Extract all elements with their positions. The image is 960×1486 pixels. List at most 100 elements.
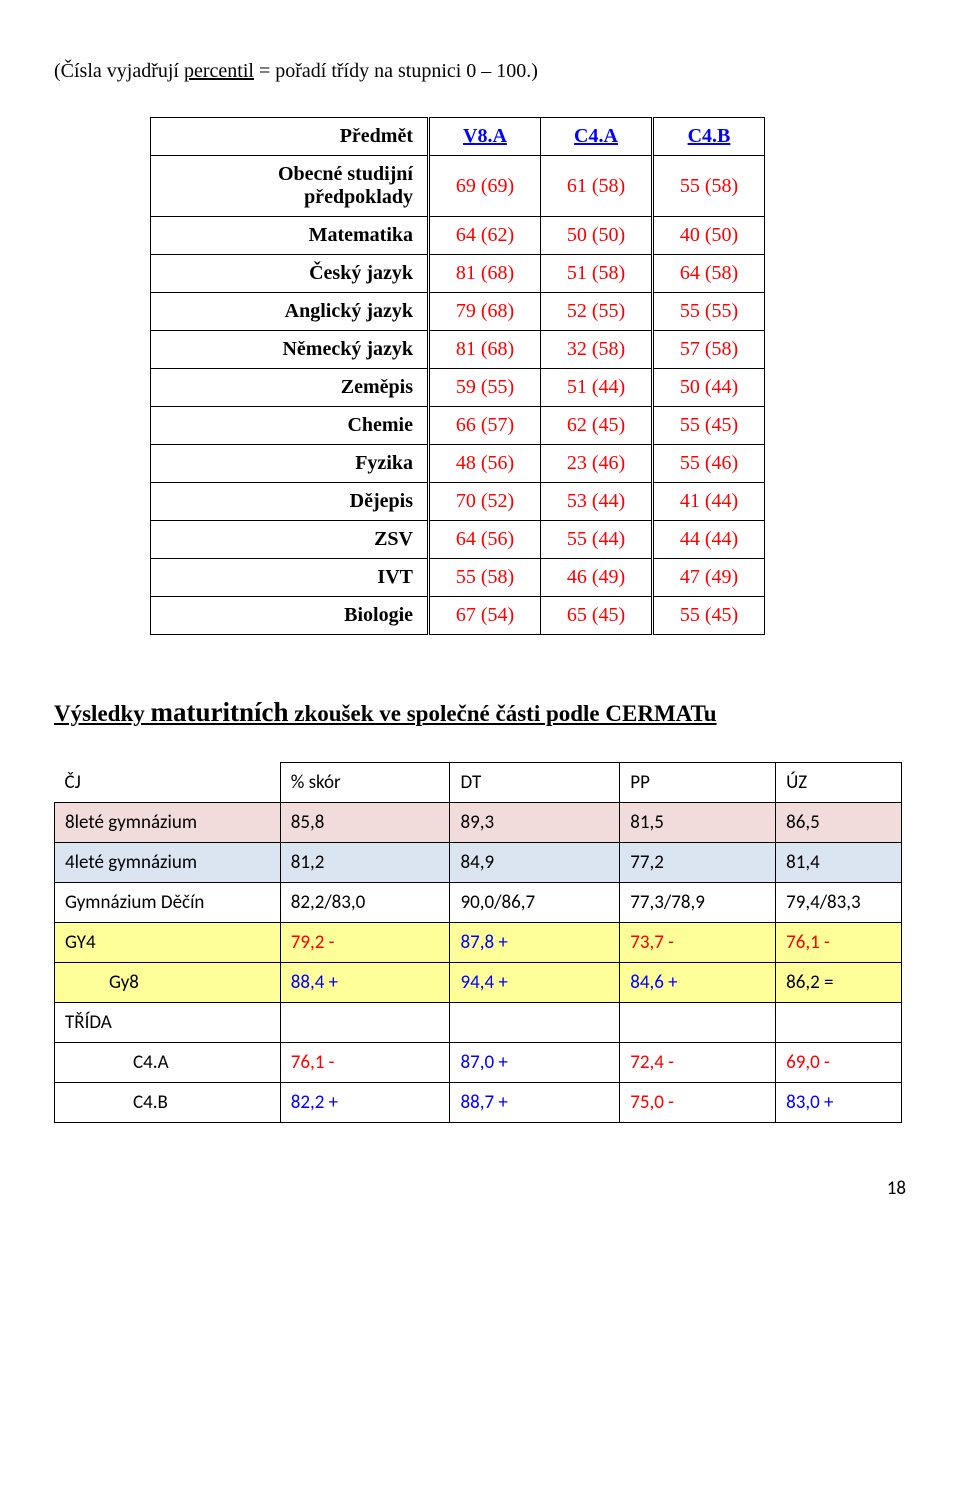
cell-c4a: 55 (44) bbox=[541, 521, 653, 559]
t2-cell-c0: TŘÍDA bbox=[55, 1003, 281, 1043]
cell-c4b: 64 (58) bbox=[653, 255, 765, 293]
t2-hdr-pp: PP bbox=[620, 763, 776, 803]
t2-cell-c2: 87,8 + bbox=[450, 923, 620, 963]
t2-row: C4.A76,1 -87,0 +72,4 -69,0 - bbox=[55, 1043, 902, 1083]
cell-c4b: 55 (45) bbox=[653, 407, 765, 445]
t2-row: 8leté gymnázium85,889,381,586,5 bbox=[55, 803, 902, 843]
table1-row: Německý jazyk81 (68)32 (58)57 (58) bbox=[151, 331, 765, 369]
hdr-c4b: C4.B bbox=[653, 118, 765, 156]
t2-cell-c1: 82,2 + bbox=[280, 1083, 450, 1123]
table1-row: ZSV64 (56)55 (44)44 (44) bbox=[151, 521, 765, 559]
subject-label: ZSV bbox=[151, 521, 429, 559]
t2-cell-c4: 83,0 + bbox=[776, 1083, 902, 1123]
cell-c4b: 55 (55) bbox=[653, 293, 765, 331]
intro-pre: (Čísla vyjadřují bbox=[54, 60, 184, 82]
cell-c4a: 46 (49) bbox=[541, 559, 653, 597]
cell-v8a: 55 (58) bbox=[429, 559, 541, 597]
cell-v8a: 64 (62) bbox=[429, 217, 541, 255]
cell-c4b: 50 (44) bbox=[653, 369, 765, 407]
t2-row: 4leté gymnázium81,284,977,281,4 bbox=[55, 843, 902, 883]
t2-cell-c4: 76,1 - bbox=[776, 923, 902, 963]
t2-row: C4.B82,2 +88,7 +75,0 -83,0 + bbox=[55, 1083, 902, 1123]
t2-cell-c1: 76,1 - bbox=[280, 1043, 450, 1083]
t2-cell-c1 bbox=[280, 1003, 450, 1043]
hdr-subject: Předmět bbox=[151, 118, 429, 156]
subject-label: Dějepis bbox=[151, 483, 429, 521]
maturita-heading: Výsledky maturitních zkoušek ve společné… bbox=[54, 697, 906, 728]
cell-c4a: 50 (50) bbox=[541, 217, 653, 255]
intro-text: (Čísla vyjadřují percentil = pořadí tříd… bbox=[54, 60, 906, 83]
t2-cell-c3: 72,4 - bbox=[620, 1043, 776, 1083]
hdr-c4a: C4.A bbox=[541, 118, 653, 156]
t2-row: GY479,2 -87,8 +73,7 -76,1 - bbox=[55, 923, 902, 963]
cell-v8a: 66 (57) bbox=[429, 407, 541, 445]
t2-cell-c3: 77,2 bbox=[620, 843, 776, 883]
t2-hdr-cj: ČJ bbox=[55, 763, 281, 803]
cell-v8a: 81 (68) bbox=[429, 255, 541, 293]
cell-c4a: 65 (45) bbox=[541, 597, 653, 635]
t2-cell-c2: 88,7 + bbox=[450, 1083, 620, 1123]
t2-row: Gy888,4 +94,4 +84,6 +86,2 = bbox=[55, 963, 902, 1003]
subject-percentile-table: Předmět V8.A C4.A C4.B Obecné studijní p… bbox=[150, 117, 765, 635]
cell-c4b: 57 (58) bbox=[653, 331, 765, 369]
cell-c4b: 44 (44) bbox=[653, 521, 765, 559]
t2-cell-c3 bbox=[620, 1003, 776, 1043]
cell-c4b: 41 (44) bbox=[653, 483, 765, 521]
t2-cell-c1: 85,8 bbox=[280, 803, 450, 843]
t2-cell-c0: 4leté gymnázium bbox=[55, 843, 281, 883]
table1-row: Obecné studijní předpoklady69 (69)61 (58… bbox=[151, 156, 765, 217]
subject-label: Německý jazyk bbox=[151, 331, 429, 369]
t2-cell-c2: 94,4 + bbox=[450, 963, 620, 1003]
cermat-results-table: ČJ % skór DT PP ÚZ 8leté gymnázium85,889… bbox=[54, 762, 902, 1123]
cell-v8a: 59 (55) bbox=[429, 369, 541, 407]
t2-cell-c1: 81,2 bbox=[280, 843, 450, 883]
t2-cell-c2: 89,3 bbox=[450, 803, 620, 843]
subject-label: Biologie bbox=[151, 597, 429, 635]
subject-label: Chemie bbox=[151, 407, 429, 445]
t2-hdr-dt: DT bbox=[450, 763, 620, 803]
cell-c4b: 55 (46) bbox=[653, 445, 765, 483]
cell-c4a: 53 (44) bbox=[541, 483, 653, 521]
t2-cell-c3: 81,5 bbox=[620, 803, 776, 843]
t2-cell-c0: C4.A bbox=[55, 1043, 281, 1083]
t2-cell-c4 bbox=[776, 1003, 902, 1043]
table1-row: Chemie66 (57)62 (45)55 (45) bbox=[151, 407, 765, 445]
t2-cell-c0: Gymnázium Děčín bbox=[55, 883, 281, 923]
cell-v8a: 69 (69) bbox=[429, 156, 541, 217]
t2-cell-c0: 8leté gymnázium bbox=[55, 803, 281, 843]
h2-tail: zkoušek ve společné části podle CERMATu bbox=[289, 701, 717, 726]
cell-v8a: 79 (68) bbox=[429, 293, 541, 331]
cell-v8a: 64 (56) bbox=[429, 521, 541, 559]
page-number: 18 bbox=[54, 1177, 906, 1200]
t2-cell-c4: 81,4 bbox=[776, 843, 902, 883]
t2-row: TŘÍDA bbox=[55, 1003, 902, 1043]
t2-cell-c4: 79,4/83,3 bbox=[776, 883, 902, 923]
cell-c4b: 40 (50) bbox=[653, 217, 765, 255]
t2-cell-c1: 88,4 + bbox=[280, 963, 450, 1003]
subject-label: Matematika bbox=[151, 217, 429, 255]
subject-label: Český jazyk bbox=[151, 255, 429, 293]
cell-c4a: 51 (44) bbox=[541, 369, 653, 407]
cell-c4a: 61 (58) bbox=[541, 156, 653, 217]
t2-row: Gymnázium Děčín82,2/83,090,0/86,777,3/78… bbox=[55, 883, 902, 923]
t2-cell-c2: 90,0/86,7 bbox=[450, 883, 620, 923]
table1-row: Fyzika48 (56)23 (46)55 (46) bbox=[151, 445, 765, 483]
cell-c4a: 23 (46) bbox=[541, 445, 653, 483]
t2-cell-c3: 77,3/78,9 bbox=[620, 883, 776, 923]
table1-row: Dějepis70 (52)53 (44)41 (44) bbox=[151, 483, 765, 521]
cell-c4a: 62 (45) bbox=[541, 407, 653, 445]
t2-cell-c4: 86,2 = bbox=[776, 963, 902, 1003]
t2-hdr-uz: ÚZ bbox=[776, 763, 902, 803]
t2-cell-c1: 82,2/83,0 bbox=[280, 883, 450, 923]
cell-v8a: 67 (54) bbox=[429, 597, 541, 635]
subject-label: IVT bbox=[151, 559, 429, 597]
h2-lead: Výsledky bbox=[54, 701, 151, 726]
cell-c4a: 52 (55) bbox=[541, 293, 653, 331]
table1-row: Biologie67 (54)65 (45)55 (45) bbox=[151, 597, 765, 635]
subject-label: Zeměpis bbox=[151, 369, 429, 407]
t2-hdr-skor: % skór bbox=[280, 763, 450, 803]
intro-underlined: percentil bbox=[184, 60, 254, 82]
t2-cell-c0: C4.B bbox=[55, 1083, 281, 1123]
subject-label: Obecné studijní předpoklady bbox=[151, 156, 429, 217]
subject-label: Anglický jazyk bbox=[151, 293, 429, 331]
